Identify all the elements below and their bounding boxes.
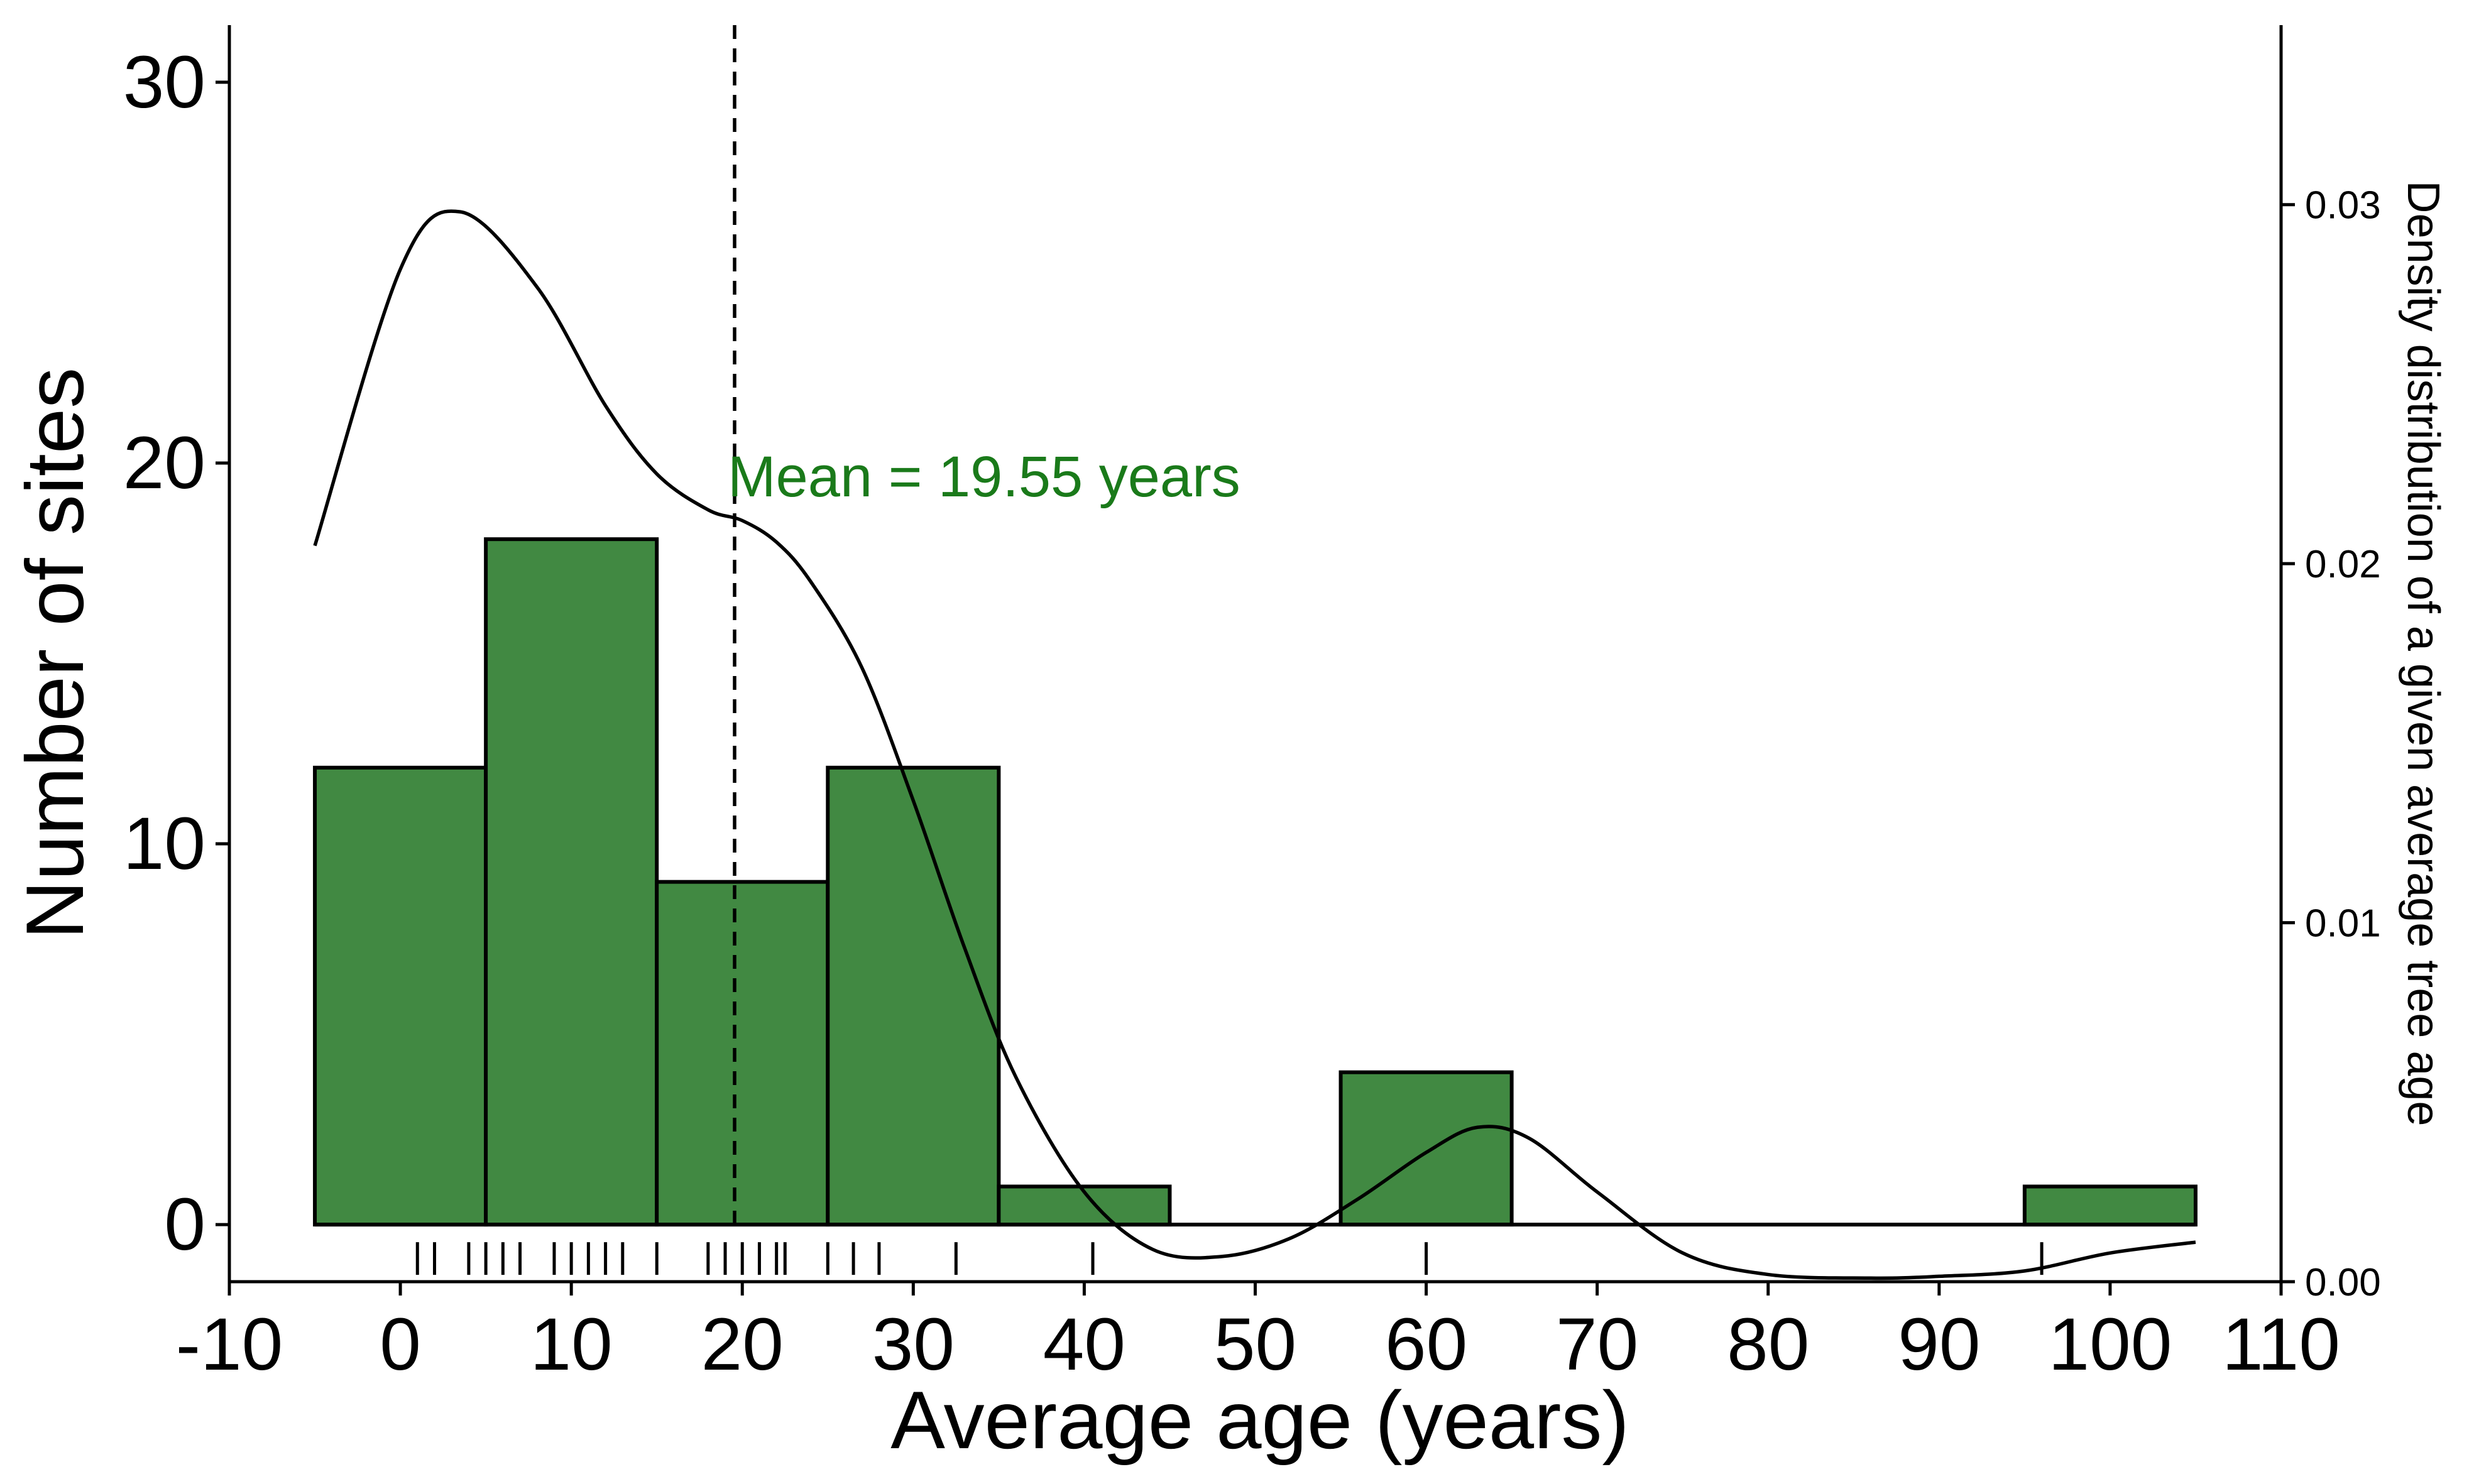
histogram-bar xyxy=(1338,1070,1514,1227)
x-tick-label: -10 xyxy=(176,1303,283,1386)
x-tick-label: 60 xyxy=(1385,1303,1467,1386)
y2-tick-label: 0.03 xyxy=(2305,184,2381,227)
x-tick-label: 100 xyxy=(2048,1303,2172,1386)
y-tick-label: 0 xyxy=(164,1183,205,1266)
x-tick-label: 30 xyxy=(872,1303,955,1386)
x-tick-label: 80 xyxy=(1727,1303,1809,1386)
histogram-bar xyxy=(313,765,488,1227)
y-tick-label: 10 xyxy=(123,802,205,885)
y2-axis-title: Density distribution of a given average … xyxy=(2398,181,2448,1127)
density-curve xyxy=(313,209,2196,1280)
x-tick-label: 70 xyxy=(1556,1303,1638,1386)
x-tick-label: 110 xyxy=(2222,1303,2340,1386)
y-tick-label: 30 xyxy=(123,41,205,124)
x-tick-label: 10 xyxy=(530,1303,613,1386)
histogram-bar xyxy=(826,765,1001,1227)
x-tick-label: 90 xyxy=(1898,1303,1980,1386)
lines-layer xyxy=(313,25,2196,1280)
x-tick-label: 40 xyxy=(1043,1303,1125,1386)
bars-layer xyxy=(313,537,2198,1227)
y-tick-label: 20 xyxy=(123,422,205,505)
x-tick-label: 0 xyxy=(380,1303,421,1386)
y2-tick-label: 0.00 xyxy=(2305,1261,2381,1304)
y2-tick-label: 0.01 xyxy=(2305,902,2381,946)
y-axis-title: Number of sites xyxy=(9,368,101,939)
mean-annotation: Mean = 19.55 years xyxy=(728,445,1240,509)
histogram-bar xyxy=(484,537,659,1227)
histogram-bar xyxy=(655,880,830,1227)
rug-layer xyxy=(415,1242,2044,1275)
axes-layer: -10 0 10 20 30 40 50 60 70 80 90 100 110 0 10 20 30 0.00 0… xyxy=(123,25,2381,1386)
histogram-bar xyxy=(2022,1184,2198,1227)
x-tick-label: 50 xyxy=(1214,1303,1296,1386)
x-tick-label: 20 xyxy=(701,1303,784,1386)
x-axis-title: Average age (years) xyxy=(890,1374,1629,1466)
y2-tick-label: 0.02 xyxy=(2305,543,2381,586)
